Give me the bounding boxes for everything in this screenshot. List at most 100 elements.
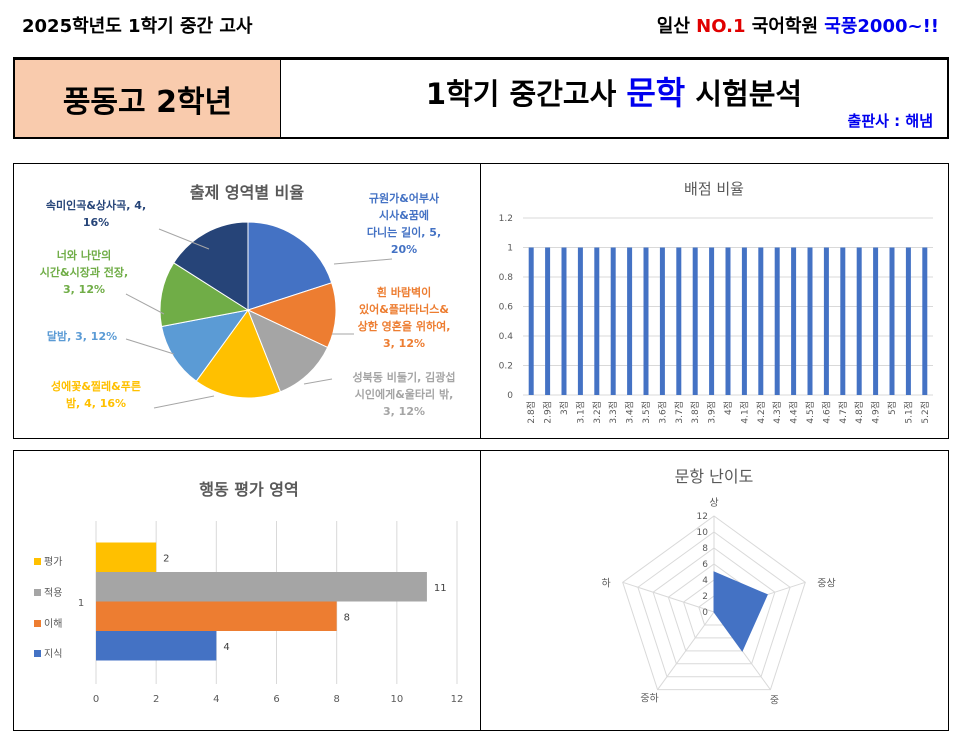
pie-title: 출제 영역별 비율 (190, 183, 304, 202)
score-bar-13 (741, 247, 747, 395)
behavior-value-label-3: 2 (163, 553, 169, 564)
score-bar-4 (594, 247, 600, 395)
radar-tick-label-4: 8 (702, 544, 708, 554)
radar-axis-label-1: 중상 (817, 577, 835, 589)
radar-ring-4 (652, 547, 776, 665)
score-bar-21 (873, 247, 879, 395)
x-tick-label-13: 4.1점 (738, 401, 750, 424)
score-bar-14 (758, 247, 764, 395)
pie-leader-line-5 (125, 293, 165, 315)
slogan-highlight: NO.1 (696, 16, 746, 37)
score-bar-title: 배점 비율 (684, 180, 744, 198)
y-tick-label-5: 1 (507, 244, 513, 254)
x-tick-label-14: 4.2점 (755, 401, 767, 424)
pie-label-1: 흰 바람벽이 있어&플라타너스& 상한 영혼을 위하여, 3, 12% (358, 285, 451, 350)
x-tick-label-7: 3.5점 (640, 401, 652, 424)
pie-chart-panel: 출제 영역별 비율 규원가&어부사 시사&꿈에 다니는 길이, 5, 20% 흰 바람벽이… (13, 163, 481, 439)
x-tick-label-6: 12 (451, 694, 464, 705)
pie-slice-3 (195, 308, 282, 399)
legend-swatch-0 (34, 650, 41, 657)
score-bar-18 (823, 247, 829, 395)
x-tick-label-16: 4.4점 (788, 401, 800, 424)
x-tick-label-21: 4.9점 (870, 401, 882, 424)
y-tick-label-4: 0.8 (499, 273, 514, 283)
legend-label-1: 이해 (44, 617, 62, 630)
x-tick-label-0: 0 (93, 694, 99, 705)
radar-tick-label-0: 0 (702, 608, 708, 618)
pie-slice-1 (246, 282, 337, 349)
legend-swatch-1 (34, 620, 41, 627)
radar-axis-label-0: 상 (709, 497, 718, 509)
slogan-prefix: 일산 (656, 16, 697, 37)
radar-axis-label-4: 하 (601, 576, 610, 589)
difficulty-radar-panel: 문항 난이도 0 2 4 6 8 10 12 상 중상 중 중하 하 (480, 450, 949, 731)
y-tick-label-3: 0.6 (499, 303, 514, 313)
x-tick-label-23: 5.1점 (902, 401, 914, 424)
behavior-bar-2 (96, 572, 427, 602)
y-tick-label-1: 0.2 (499, 362, 513, 372)
behavior-title: 행동 평가 영역 (199, 480, 298, 499)
radar-series-area (713, 571, 768, 652)
score-bar-2 (561, 247, 567, 395)
score-bar-6 (627, 247, 633, 395)
score-bar-12 (725, 247, 731, 395)
x-tick-label-5: 10 (390, 694, 403, 705)
y-tick-label-6: 1.2 (499, 214, 513, 224)
score-bar-20 (856, 247, 862, 395)
y-tick-label-0: 0 (507, 391, 513, 401)
pie-leader-line-0 (333, 258, 393, 265)
score-bar-0 (528, 247, 534, 395)
x-tick-label-20: 4.8점 (853, 401, 865, 424)
x-tick-label-3: 6 (273, 694, 279, 705)
x-tick-label-2: 3점 (558, 401, 570, 415)
x-tick-label-6: 3.4점 (624, 401, 636, 424)
pie-label-4: 달밤, 3, 12% (47, 329, 117, 343)
pie-label-3: 성에꽃&찔레&푸른 밤, 4, 16% (51, 379, 141, 410)
title-prefix: 1학기 중간고사 (425, 77, 627, 111)
behavior-value-label-1: 8 (344, 612, 350, 623)
pie-slice-5 (159, 262, 250, 328)
score-bar-5 (610, 247, 616, 395)
score-bar-16 (791, 247, 797, 395)
score-bar-3 (577, 247, 583, 395)
pie-slice-0 (247, 221, 333, 311)
legend-swatch-2 (34, 589, 41, 596)
pie-leader-line-4 (125, 338, 175, 355)
category-axis-label: 1 (78, 598, 84, 609)
x-tick-label-1: 2 (153, 694, 159, 705)
x-tick-label-9: 3.7점 (673, 401, 685, 424)
score-bar-11 (709, 247, 715, 395)
radar-tick-label-6: 12 (697, 512, 708, 522)
x-tick-label-15: 4.3점 (771, 401, 783, 424)
score-bar-1 (545, 247, 551, 395)
score-bar-chart: 배점 비율 0 0.2 0.4 0.6 0.8 1 1.2 2.8점 2.9점 3점 3.1점 3.2점… (499, 180, 933, 424)
x-tick-label-24: 5.2점 (919, 401, 931, 424)
behavior-chart-panel: 행동 평가 영역 0 2 4 6 8 10 12 1 4 8 11 2 지식 이해 적용 평가 (13, 450, 481, 731)
pie-slice-2 (247, 309, 329, 393)
behavior-bar-1 (96, 601, 337, 631)
score-bar-24 (922, 247, 928, 395)
pie-chart: 출제 영역별 비율 규원가&어부사 시사&꿈에 다니는 길이, 5, 20% 흰 바람벽이… (40, 183, 456, 418)
publisher-label: 출판사 : 해냄 (847, 112, 933, 130)
x-tick-label-19: 4.7점 (837, 401, 849, 424)
x-tick-label-12: 4점 (722, 401, 734, 415)
radar-tick-label-2: 4 (702, 576, 708, 586)
radar-tick-label-1: 2 (702, 592, 708, 602)
radar-axis-label-3: 중하 (640, 692, 658, 705)
pie-leader-line-6 (158, 228, 210, 250)
x-tick-label-4: 3.2점 (591, 401, 603, 424)
radar-tick-label-5: 10 (697, 528, 709, 538)
report-header: 풍동고 2학년 1학기 중간고사 문학 시험분석 출판사 : 해냄 (13, 57, 949, 139)
pie-label-0: 규원가&어부사 시사&꿈에 다니는 길이, 5, 20% (367, 191, 441, 256)
behavior-value-label-2: 11 (434, 583, 447, 594)
radar-axis-label-2: 중 (770, 695, 779, 707)
pie-label-5: 너와 나만의 시간&시장과 전장, 3, 12% (40, 248, 128, 296)
report-title: 1학기 중간고사 문학 시험분석 (281, 68, 947, 114)
x-tick-label-11: 3.9점 (706, 401, 718, 424)
score-bar-19 (840, 247, 846, 395)
score-bar-chart-panel: 배점 비율 0 0.2 0.4 0.6 0.8 1 1.2 2.8점 2.9점 3점 3.1점 3.2점… (480, 163, 949, 439)
score-bar-9 (676, 247, 682, 395)
x-tick-label-2: 4 (213, 694, 219, 705)
